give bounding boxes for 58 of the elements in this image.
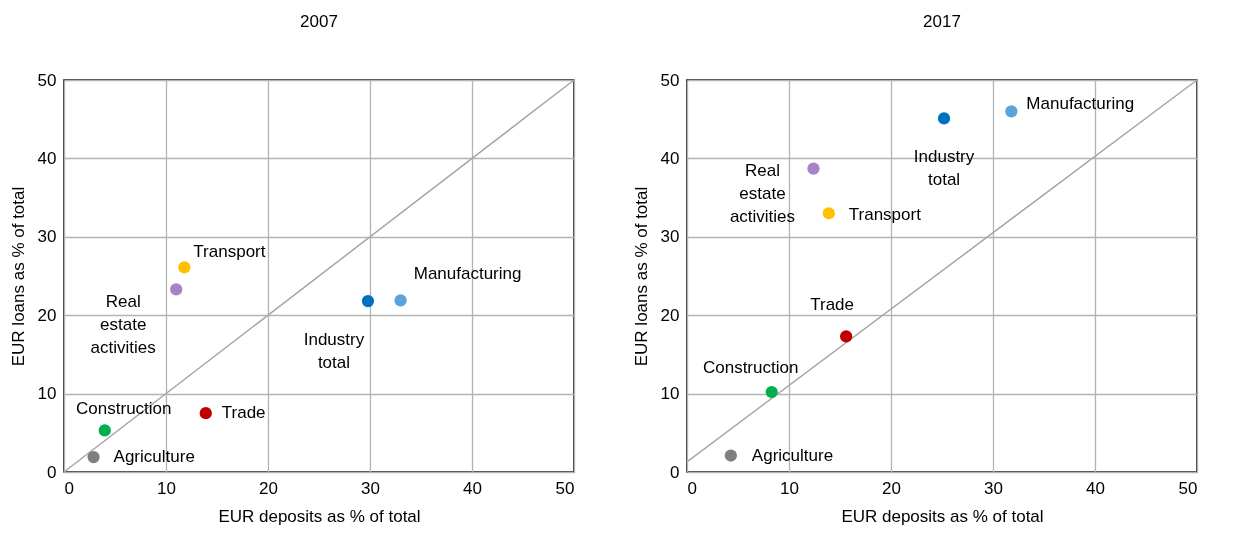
series-label: Agriculture bbox=[751, 445, 834, 465]
x-tick-label: 20 bbox=[882, 478, 901, 498]
point bbox=[87, 450, 100, 464]
chart-title: 2007 bbox=[300, 12, 338, 31]
point bbox=[98, 424, 111, 437]
chart-title: 2017 bbox=[923, 12, 961, 31]
point bbox=[724, 449, 737, 462]
x-axis-title: EUR deposits as % of total bbox=[841, 506, 1044, 526]
series-label: Agriculture bbox=[113, 447, 195, 467]
x-tick-label: 10 bbox=[157, 478, 176, 498]
y-tick-label: 30 bbox=[660, 227, 680, 247]
point bbox=[807, 162, 820, 175]
y-tick-label: 10 bbox=[660, 384, 680, 404]
x-axis-title: EUR deposits as % of total bbox=[218, 506, 421, 526]
series-label: Construction bbox=[76, 399, 172, 419]
x-tick-label: 50 bbox=[1178, 478, 1198, 498]
text: Industry total bbox=[913, 147, 975, 190]
series-label: Manufacturing bbox=[413, 264, 522, 284]
y-axis-title: EUR loans as % of total bbox=[8, 186, 28, 367]
y-tick-label: 40 bbox=[660, 148, 680, 168]
point bbox=[765, 385, 778, 399]
series-label: Transport bbox=[848, 205, 922, 225]
y-tick-label: 50 bbox=[37, 70, 57, 90]
x-tick-label: 30 bbox=[984, 478, 1003, 498]
series-label: Real estate activities bbox=[90, 292, 156, 358]
y-tick-label: 20 bbox=[37, 305, 57, 325]
y-tick-label: 0 bbox=[670, 462, 680, 482]
point bbox=[1005, 105, 1018, 118]
series-label: Real estate activities bbox=[729, 160, 796, 226]
series-label: Trade bbox=[810, 295, 855, 315]
series-label: Trade bbox=[221, 403, 266, 423]
y-tick-label: 30 bbox=[37, 227, 57, 247]
x-tick-label: 30 bbox=[361, 478, 380, 498]
x-tick-label: 0 bbox=[687, 478, 697, 498]
x-tick-label: 40 bbox=[1086, 478, 1105, 498]
x-tick-label: 40 bbox=[463, 478, 482, 498]
point bbox=[822, 207, 835, 220]
point bbox=[937, 112, 951, 125]
y-axis-title: EUR loans as % of total bbox=[631, 186, 651, 367]
y-tick-label: 20 bbox=[660, 305, 680, 325]
point bbox=[170, 283, 183, 296]
y-tick-label: 50 bbox=[660, 70, 680, 90]
x-tick-label: 20 bbox=[259, 478, 278, 498]
x-tick-label: 50 bbox=[555, 478, 575, 498]
y-tick-label: 0 bbox=[47, 462, 57, 482]
series-label: Manufacturing bbox=[1026, 94, 1135, 114]
point bbox=[178, 261, 191, 274]
point bbox=[361, 294, 375, 308]
point bbox=[840, 330, 853, 343]
point bbox=[199, 407, 212, 420]
point bbox=[394, 294, 407, 307]
series-label: Construction bbox=[702, 358, 799, 378]
series-label: Transport bbox=[193, 242, 266, 262]
y-tick-label: 40 bbox=[37, 148, 57, 168]
y-tick-label: 10 bbox=[37, 384, 57, 404]
x-tick-label: 10 bbox=[780, 478, 799, 498]
x-tick-label: 0 bbox=[64, 478, 74, 498]
series-label: Industry total bbox=[303, 330, 365, 373]
